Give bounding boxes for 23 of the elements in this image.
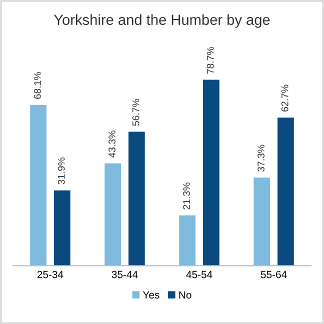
data-label: 78.7% [206, 46, 214, 74]
chart-title: Yorkshire and the Humber by age [54, 14, 270, 28]
bar [278, 118, 294, 266]
x-tick-label: 35-44 [112, 270, 138, 278]
data-label: 31.9% [58, 158, 65, 184]
x-tick-label: 55-64 [260, 270, 287, 278]
data-label: 21.3% [183, 182, 190, 210]
data-label: 62.7% [281, 84, 288, 112]
bar [179, 215, 196, 266]
bar [254, 178, 270, 266]
x-tick-label: 45-54 [186, 270, 212, 278]
data-label: 68.1% [34, 72, 41, 99]
bar [30, 104, 46, 266]
data-label: 37.3% [258, 144, 264, 172]
data-label: 43.3% [108, 130, 116, 158]
bar [128, 132, 145, 266]
bar [104, 163, 122, 266]
legend-label: Yes [142, 291, 160, 299]
legend-label: No [179, 291, 192, 299]
data-label: 56.7% [132, 98, 140, 126]
bar [202, 80, 220, 266]
x-tick-label: 25-34 [37, 270, 64, 278]
bar [54, 190, 70, 266]
